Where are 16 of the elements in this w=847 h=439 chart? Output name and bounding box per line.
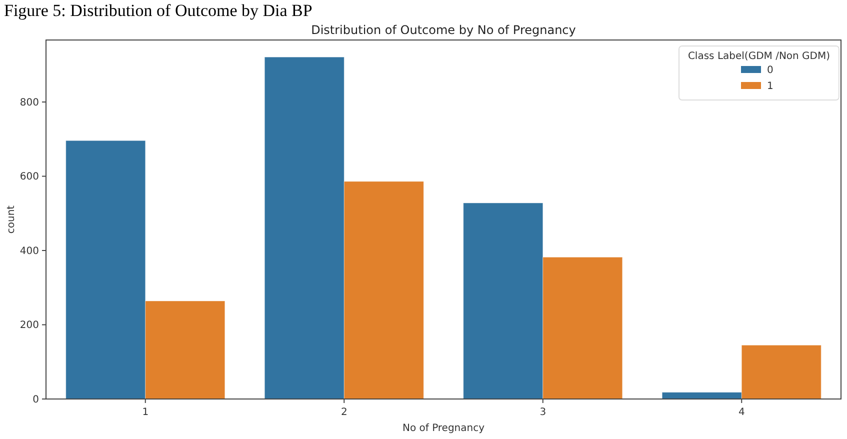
y-tick-label: 600 [20,172,39,183]
x-tick-label: 3 [540,407,546,418]
y-tick-label: 800 [20,98,39,108]
chart-title: Distribution of Outcome by No of Pregnancy [311,23,576,37]
y-tick-label: 400 [20,246,39,257]
x-tick-label: 2 [340,407,348,418]
x-tick-label: 4 [738,407,745,418]
caption: Figure 5: Distribution of Outcome by Dia BP [4,1,312,20]
legend-title: Class Label(GDM /Non GDM) [688,51,830,62]
legend-label: 1 [767,81,774,92]
y-tick-label: 200 [20,320,39,332]
y-axis-title: count [6,205,17,234]
y-tick-label: 0 [32,394,39,406]
x-tick-label: 1 [142,407,149,418]
x-axis-title: No of Pregnancy [402,423,485,434]
legend-label: 0 [767,65,774,76]
